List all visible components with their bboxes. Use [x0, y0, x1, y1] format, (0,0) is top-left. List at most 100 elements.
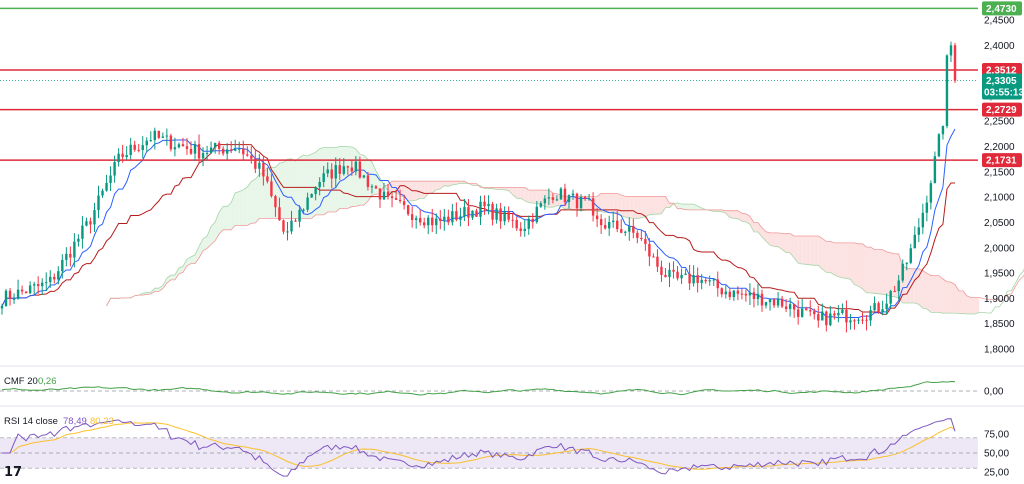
candle-body	[262, 162, 265, 177]
senkou-span-a	[106, 146, 1024, 315]
cloud-segment	[922, 270, 927, 309]
candle-body	[185, 146, 189, 149]
candle	[563, 183, 567, 206]
candle-body	[366, 175, 370, 187]
candle	[825, 310, 828, 332]
candle	[398, 189, 402, 204]
candle-body	[423, 222, 426, 226]
candle-body	[121, 153, 124, 158]
candle	[443, 209, 446, 231]
candle-body	[471, 210, 474, 218]
cloud-segment	[154, 288, 159, 292]
candle-body	[624, 231, 627, 233]
candle-body	[559, 188, 563, 200]
candle	[125, 146, 128, 160]
candle-body	[547, 197, 551, 199]
horizontal-levels	[0, 7, 978, 161]
candle-body	[523, 228, 526, 232]
candle	[507, 206, 510, 223]
candle	[431, 208, 434, 233]
cloud-segment	[613, 193, 618, 213]
candle-body	[406, 205, 410, 215]
candle-body	[447, 216, 450, 223]
candle	[479, 195, 482, 225]
candle	[471, 210, 474, 220]
cloud-segment	[854, 242, 859, 287]
candle-body	[45, 282, 48, 284]
candle	[788, 297, 792, 317]
cloud-segment	[190, 254, 196, 264]
candle-body	[620, 229, 623, 233]
candle	[491, 201, 494, 226]
cloud-segment	[243, 186, 248, 226]
cloud-segment	[810, 236, 815, 266]
candle	[197, 134, 201, 164]
candle-body	[459, 216, 462, 220]
candle-body	[672, 269, 675, 272]
candle-body	[467, 207, 470, 218]
candle	[555, 195, 559, 202]
cloud-segment	[444, 181, 449, 187]
candle-body	[688, 273, 691, 284]
candle	[354, 156, 358, 176]
candle-body	[905, 262, 908, 264]
candle-body	[507, 211, 510, 220]
candle-body	[929, 183, 933, 203]
cloud-segment	[460, 181, 465, 184]
rsi-value: 78,49	[63, 416, 87, 427]
candle	[571, 189, 575, 200]
candle-body	[334, 165, 337, 179]
candle	[547, 188, 551, 206]
candle-body	[197, 144, 201, 159]
price-tick: 2,1500	[984, 167, 1015, 178]
candle	[515, 217, 518, 231]
candle-body	[579, 196, 583, 209]
candle	[181, 137, 185, 147]
candle	[949, 41, 953, 63]
candle-body	[4, 290, 8, 306]
candle	[101, 188, 104, 198]
cloud-segment	[737, 210, 742, 222]
candle	[849, 314, 852, 330]
candle	[53, 273, 56, 284]
candle	[28, 281, 32, 295]
tradingview-logo[interactable]: 17	[4, 465, 23, 480]
cloud-segment	[934, 275, 939, 313]
candle	[85, 217, 88, 227]
rsi-ma-line	[2, 422, 956, 470]
candle	[435, 213, 438, 235]
candle-body	[173, 147, 177, 150]
cloud-segment	[283, 159, 288, 219]
candle	[897, 275, 900, 300]
candle-body	[282, 220, 285, 232]
candle	[169, 133, 173, 152]
cloud-segment	[749, 216, 754, 232]
candle-body	[290, 220, 293, 232]
candle	[503, 206, 506, 226]
candle-body	[744, 293, 748, 296]
candle-body	[189, 148, 193, 154]
candle-body	[800, 308, 804, 317]
candle	[925, 195, 929, 222]
candle-body	[724, 291, 728, 295]
candle	[234, 139, 237, 152]
cloud-segment	[500, 187, 505, 190]
candle	[410, 206, 414, 228]
candle	[640, 230, 643, 241]
cloud-segment	[299, 155, 304, 219]
candle-body	[567, 195, 571, 203]
countdown-label: 03:55:13	[984, 87, 1024, 98]
cloud-segment	[753, 222, 758, 232]
candle-body	[8, 290, 12, 300]
candle	[760, 289, 764, 312]
candle-body	[221, 148, 225, 154]
candle-body	[169, 135, 173, 150]
cloud-segment	[629, 196, 634, 219]
candle-body	[748, 292, 752, 296]
candle	[692, 265, 695, 287]
candle-body	[925, 202, 929, 213]
cloud-segment	[786, 233, 791, 253]
cloud-segment	[211, 222, 216, 245]
cloud-segment	[408, 181, 413, 201]
candle	[921, 203, 925, 235]
